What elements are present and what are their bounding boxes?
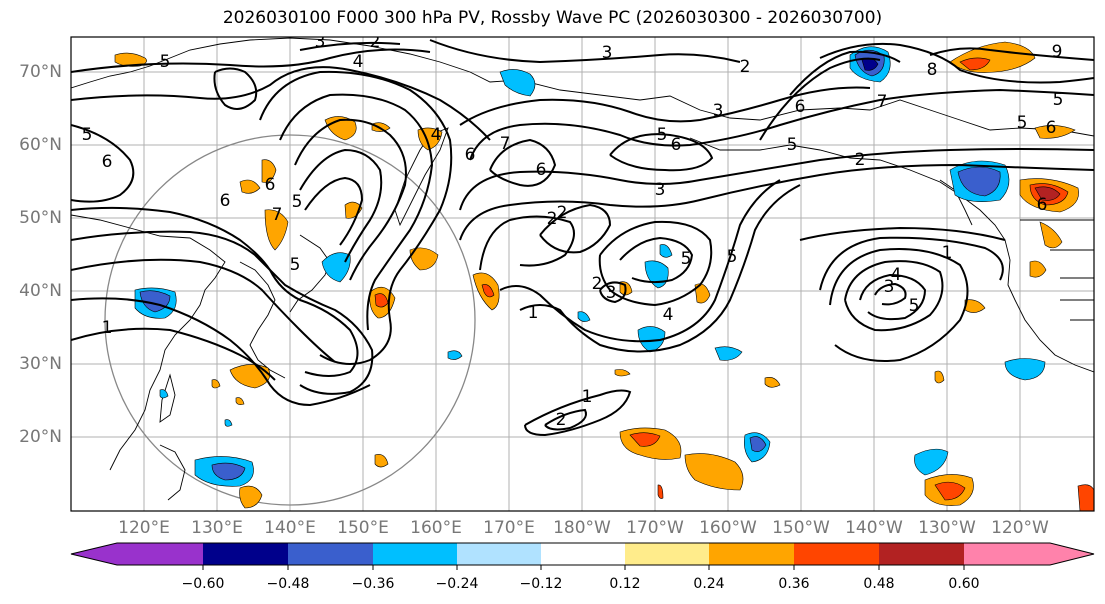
colorbar-tick-label: 0.48	[863, 576, 895, 592]
contour-label: 4	[431, 125, 442, 145]
colorbar-segment	[625, 543, 709, 565]
contour-label: 3	[655, 180, 666, 200]
lat-label-30n: 30°N	[19, 354, 62, 374]
colorbar-segment	[879, 543, 964, 565]
contour-label: 2	[556, 410, 567, 430]
colorbar-segment	[117, 543, 203, 565]
contour-label: 3	[713, 101, 724, 121]
lon-label: 120°W	[991, 518, 1049, 538]
colorbar-segment	[709, 543, 794, 565]
colorbar-segment	[1050, 543, 1094, 565]
contour-label: 8	[927, 60, 938, 80]
lon-label: 150°E	[337, 518, 389, 538]
lon-label: 160°W	[699, 518, 757, 538]
contour-label: 5	[1053, 90, 1064, 110]
contour-label: 2	[547, 209, 558, 229]
colorbar	[70, 542, 1095, 570]
contour-label: 2	[557, 203, 568, 223]
contour-label: 1	[102, 318, 113, 338]
colorbar-segment	[203, 543, 288, 565]
map-frame	[70, 36, 1095, 512]
lon-label: 120°E	[118, 518, 170, 538]
lon-label: 170°W	[626, 518, 684, 538]
contour-label: 5	[681, 249, 692, 269]
colorbar-tick-label: −0.36	[351, 576, 395, 592]
colorbar-tick-label: 0.24	[693, 576, 725, 592]
contour-label: 6	[102, 152, 113, 172]
colorbar-tick-label: −0.60	[181, 576, 225, 592]
contour-label: 6	[265, 175, 276, 195]
contour-label: 6	[1046, 118, 1057, 138]
contour-label: 2	[855, 150, 866, 170]
contour-label: 2	[370, 32, 381, 52]
contour-label: 9	[1052, 42, 1063, 62]
contour-label: 6	[536, 160, 547, 180]
contour-label: 1	[582, 387, 593, 407]
lon-label: 150°W	[772, 518, 830, 538]
contour-label: 6	[671, 135, 682, 155]
map-plot-area: 5 2 3 4 3 2 9 8 7 6 5 6 5 6 3 2 6 5 5 6 …	[71, 32, 1094, 511]
contour-label: 5	[160, 52, 171, 72]
colorbar-segment	[71, 543, 117, 565]
contour-label: 6	[1037, 195, 1048, 215]
lon-label: 170°E	[483, 518, 535, 538]
contour-label: 4	[663, 305, 674, 325]
colorbar-tick-label: −0.24	[435, 576, 479, 592]
colorbar-segment	[457, 543, 541, 565]
colorbar-segment	[794, 543, 879, 565]
contour-label: 5	[82, 125, 93, 145]
colorbar-tick-label: 0.12	[609, 576, 641, 592]
contour-label: 4	[353, 52, 364, 72]
contour-labels: 5 2 3 4 3 2 9 8 7 6 5 6 5 6 3 2 6 5 5 6 …	[82, 32, 1064, 430]
contour-label: 6	[465, 145, 476, 165]
lon-label: 140°W	[845, 518, 903, 538]
contour-label: 1	[942, 243, 953, 263]
contour-label: 2	[740, 57, 751, 77]
contour-label: 7	[877, 92, 888, 112]
lat-label-70n: 70°N	[19, 62, 62, 82]
contour-label: 6	[220, 191, 231, 211]
reference-circle	[104, 134, 476, 506]
contour-label: 5	[1017, 113, 1028, 133]
colorbar-tick-label: 0.36	[778, 576, 810, 592]
contour-label: 3	[606, 283, 617, 303]
colorbar-segment	[541, 543, 625, 565]
contour-label: 4	[891, 265, 902, 285]
colorbar-tick-label: 0.60	[948, 576, 980, 592]
colorbar-segment	[964, 543, 1050, 565]
map-title: 2026030100 F000 300 hPa PV, Rossby Wave …	[222, 8, 883, 28]
contour-label: 3	[884, 277, 895, 297]
pv-contours	[71, 39, 1094, 437]
lon-label: 130°W	[918, 518, 976, 538]
contour-label: 5	[657, 125, 668, 145]
colorbar-segment	[288, 543, 373, 565]
contour-label: 5	[292, 192, 303, 212]
contour-label: 1	[528, 303, 539, 323]
lat-label-20n: 20°N	[19, 427, 62, 447]
contour-label: 7	[272, 205, 283, 225]
colorbar-tick-label: −0.48	[266, 576, 310, 592]
lon-label: 180°W	[553, 518, 611, 538]
contour-label: 3	[315, 32, 326, 52]
pv-anomaly-fills	[114, 41, 1094, 511]
colorbar-tick-label: −0.12	[519, 576, 563, 592]
lon-label: 140°E	[264, 518, 316, 538]
colorbar-segment	[373, 543, 457, 565]
contour-label: 2	[592, 274, 603, 294]
lat-label-50n: 50°N	[19, 208, 62, 228]
colorbar-outline	[70, 542, 1095, 566]
lat-label-40n: 40°N	[19, 281, 62, 301]
contour-label: 5	[727, 247, 738, 267]
lon-label: 130°E	[191, 518, 243, 538]
contour-label: 5	[290, 255, 301, 275]
contour-label: 5	[787, 135, 798, 155]
contour-label: 3	[602, 43, 613, 63]
lon-label: 160°E	[410, 518, 462, 538]
contour-label: 5	[909, 296, 920, 316]
contour-label: 6	[795, 97, 806, 117]
contour-label: 7	[500, 134, 511, 154]
lat-label-60n: 60°N	[19, 135, 62, 155]
